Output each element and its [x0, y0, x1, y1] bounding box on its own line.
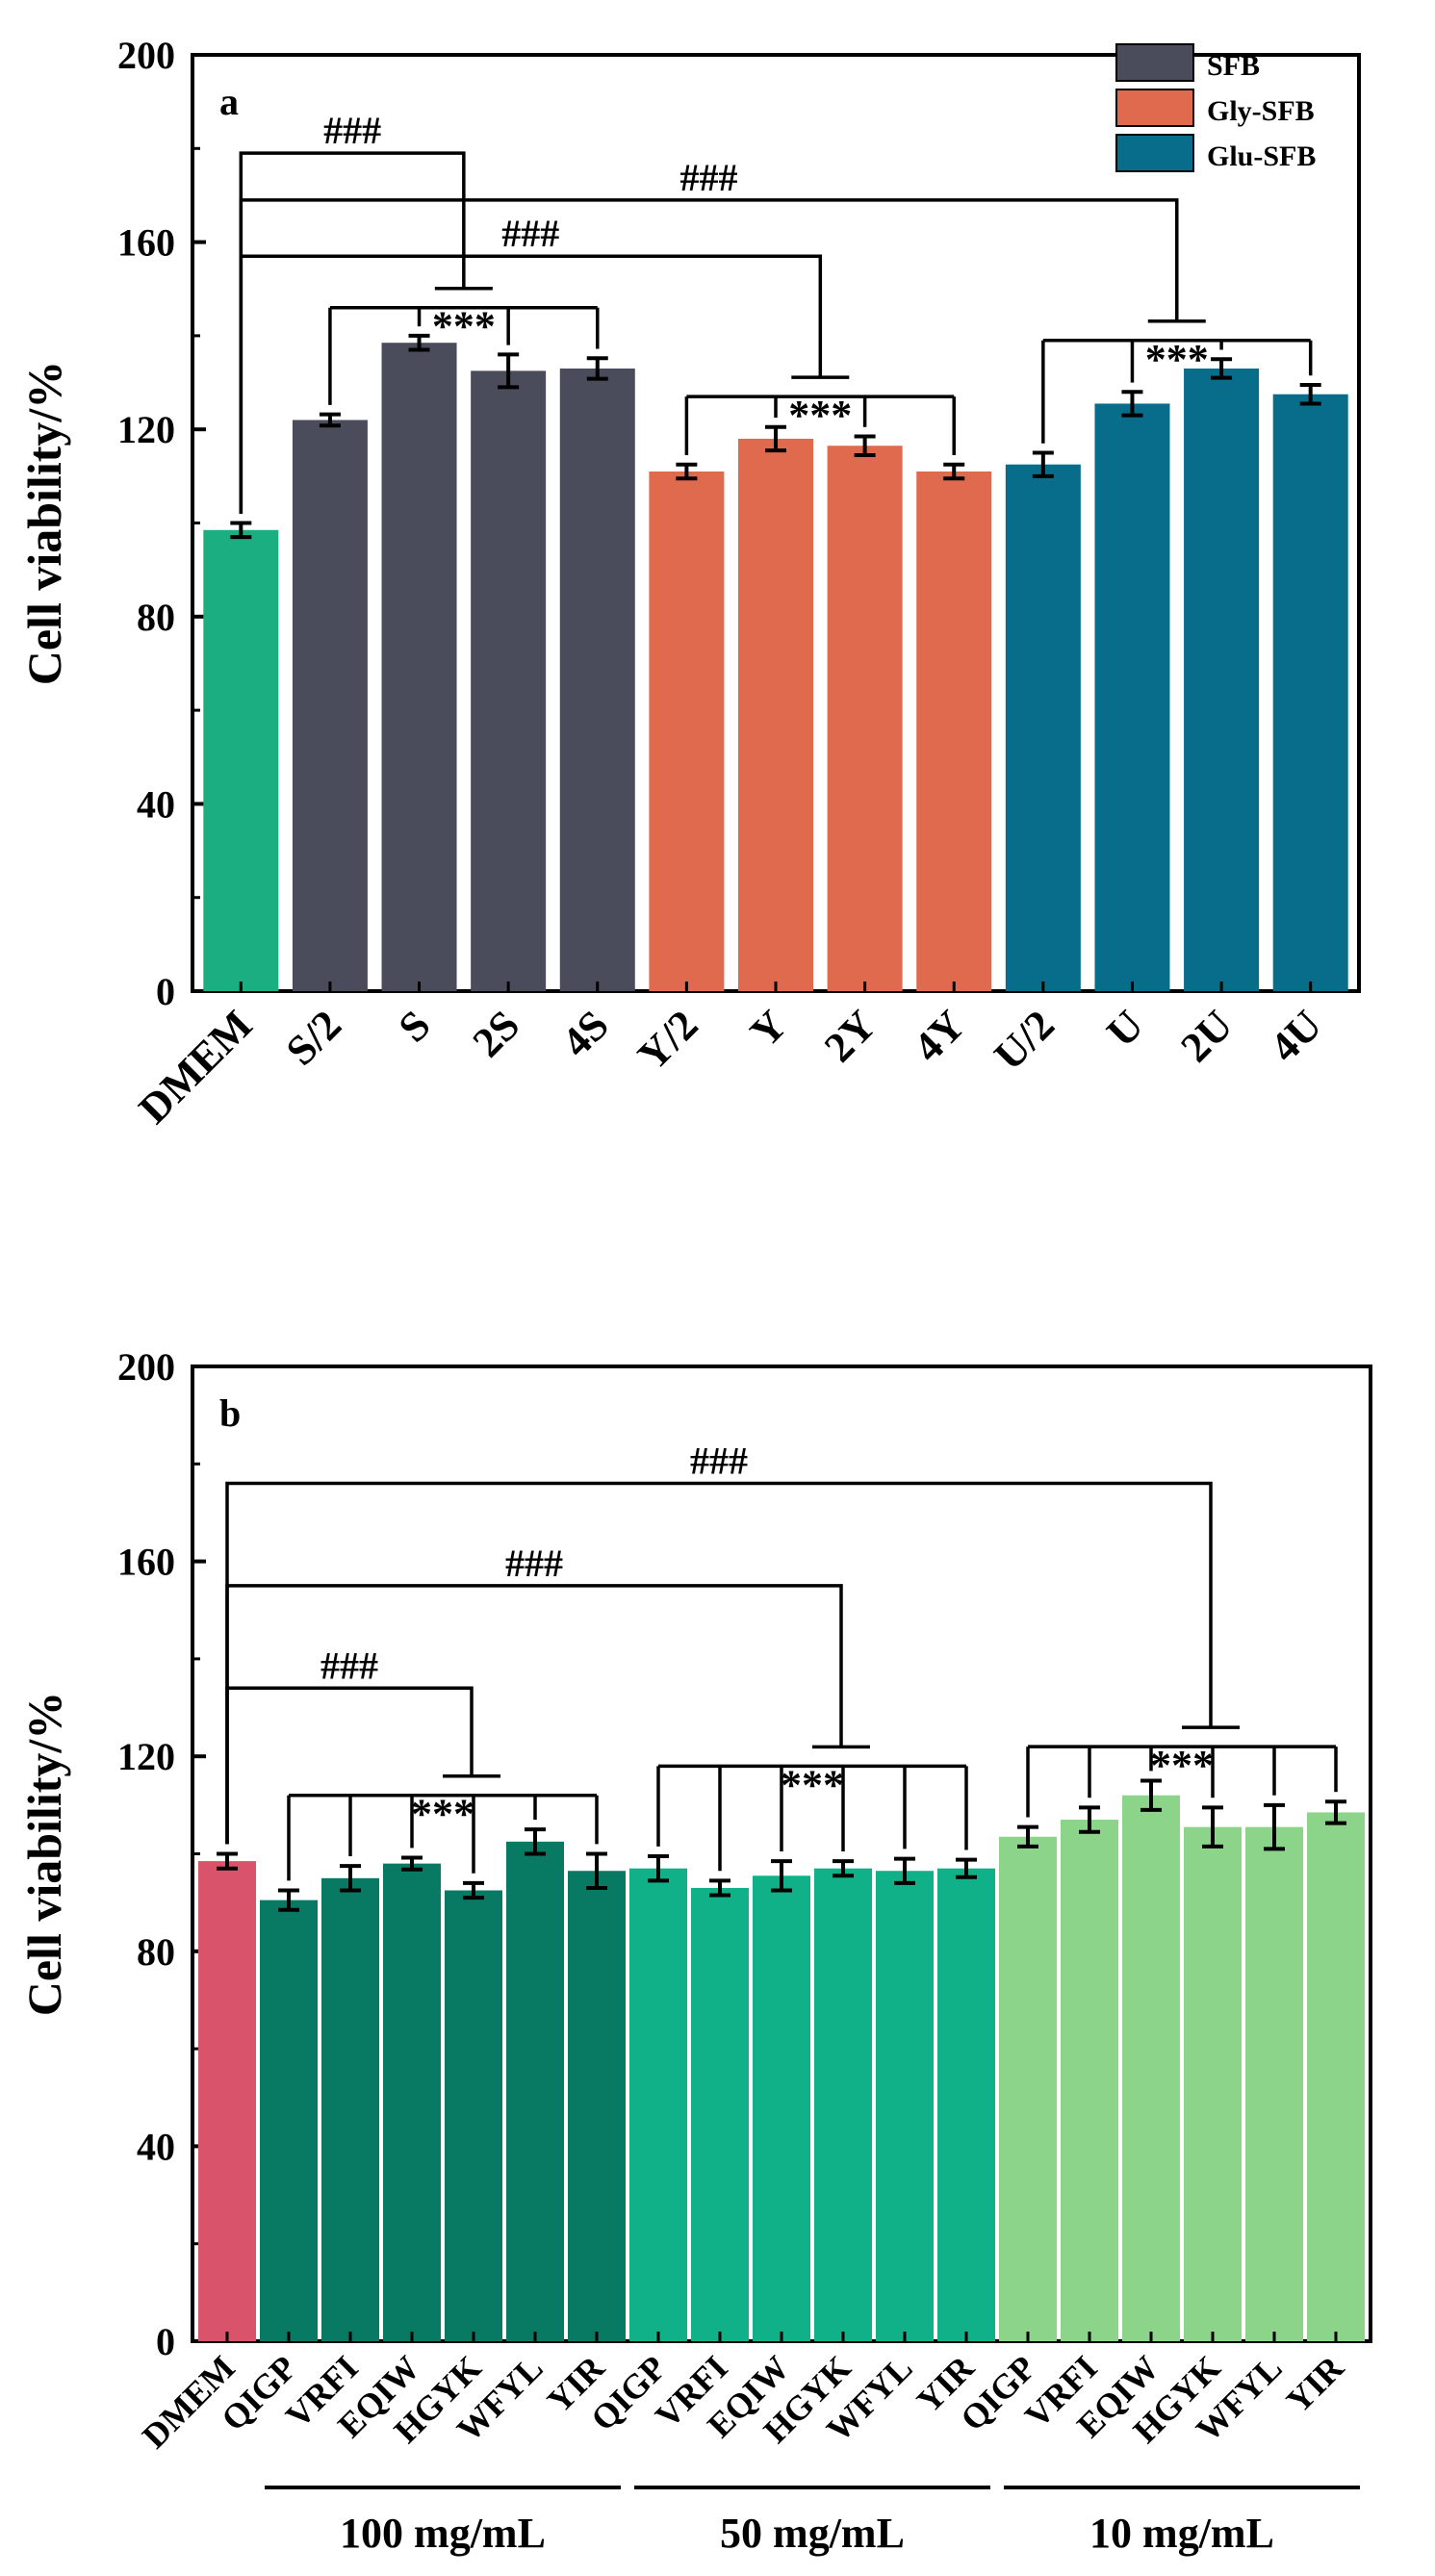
y-tick-label: 0: [156, 2320, 175, 2363]
bar: [629, 1868, 687, 2341]
y-axis-label: Cell viability/%: [17, 361, 71, 686]
bar: [1061, 1820, 1118, 2341]
x-tick-label: 4U: [1261, 1001, 1331, 1071]
significance-label: ***: [788, 392, 852, 439]
legend-swatch: [1115, 89, 1194, 127]
bar: [383, 1863, 441, 2341]
y-tick-label: 80: [137, 1930, 175, 1974]
x-tick-label: 2S: [464, 1001, 529, 1066]
x-tick-label: DMEM: [130, 1001, 262, 1133]
significance-label: ###: [501, 212, 559, 255]
bar: [876, 1871, 934, 2341]
significance-label: ###: [323, 109, 381, 152]
significance-label: ###: [320, 1644, 378, 1687]
x-tick-label: Y/2: [628, 1001, 706, 1079]
group-label: 10 mg/mL: [1089, 2510, 1274, 2557]
bar: [198, 1861, 256, 2341]
bar: [260, 1900, 318, 2341]
bar: [568, 1871, 626, 2341]
legend-swatch: [1115, 43, 1194, 82]
y-tick-label: 160: [117, 221, 175, 265]
legend-label: Gly-SFB: [1207, 95, 1315, 127]
y-tick-label: 80: [137, 596, 175, 639]
y-tick-label: 40: [137, 2125, 175, 2168]
y-tick-label: 120: [117, 1735, 175, 1778]
significance-label: ###: [690, 1440, 748, 1483]
bar: [445, 1890, 502, 2341]
bar: [321, 1877, 379, 2341]
bar: [1245, 1826, 1303, 2341]
bar: [203, 529, 279, 991]
bar: [814, 1868, 872, 2341]
bar: [916, 471, 992, 991]
significance-label: ###: [505, 1542, 563, 1585]
y-tick-label: 0: [156, 970, 175, 1013]
legend-label: Glu-SFB: [1207, 140, 1316, 172]
bar: [1184, 1826, 1242, 2341]
x-tick-label: U: [1097, 1001, 1152, 1056]
x-tick-label: 4S: [552, 1001, 618, 1066]
bar: [649, 471, 725, 991]
group-label: 100 mg/mL: [340, 2510, 546, 2557]
x-tick-label: S: [390, 1001, 440, 1051]
significance-label: ***: [1145, 336, 1209, 383]
y-tick-label: 40: [137, 782, 175, 826]
group-label: 50 mg/mL: [720, 2510, 905, 2557]
bar: [381, 343, 457, 991]
significance-label: ***: [411, 1791, 474, 1838]
bar: [691, 1887, 749, 2341]
bar: [471, 370, 547, 991]
significance-label: ***: [781, 1761, 844, 1808]
bar: [1272, 394, 1348, 991]
bar: [1094, 403, 1170, 991]
bar: [1307, 1812, 1365, 2341]
bar: [937, 1868, 995, 2341]
y-axis-label: Cell viability/%: [17, 1692, 71, 2017]
x-tick-label: U/2: [986, 1001, 1063, 1079]
y-tick-label: 160: [117, 1541, 175, 1584]
bar: [753, 1875, 810, 2341]
x-tick-label: 4Y: [905, 1001, 975, 1071]
significance-label: ***: [1150, 1742, 1214, 1789]
y-tick-label: 200: [117, 1345, 175, 1389]
bar: [738, 438, 813, 991]
y-tick-label: 200: [117, 34, 175, 77]
significance-label: ***: [432, 303, 496, 350]
bar: [559, 368, 635, 992]
legend-swatch: [1115, 134, 1194, 172]
legend: SFB Gly-SFB Glu-SFB: [1115, 43, 1316, 172]
significance-line: [239, 254, 823, 514]
x-tick-label: YIR: [1279, 2348, 1352, 2421]
significance-line: [225, 1686, 474, 1845]
x-tick-label: Y: [741, 1001, 796, 1056]
bar: [999, 1836, 1057, 2341]
x-tick-label: S/2: [277, 1001, 350, 1074]
legend-label: SFB: [1207, 50, 1260, 82]
x-tick-label: 2U: [1171, 1001, 1242, 1071]
panel-label: a: [219, 80, 239, 123]
bar: [1005, 464, 1081, 991]
panel-label: b: [219, 1391, 241, 1435]
bar: [1184, 368, 1260, 992]
x-tick-label: 2Y: [815, 1001, 885, 1071]
y-tick-label: 120: [117, 408, 175, 451]
significance-label: ###: [680, 156, 738, 199]
bar: [827, 446, 903, 991]
bar: [1122, 1795, 1180, 2341]
bar: [506, 1841, 564, 2341]
bar: [292, 420, 368, 992]
